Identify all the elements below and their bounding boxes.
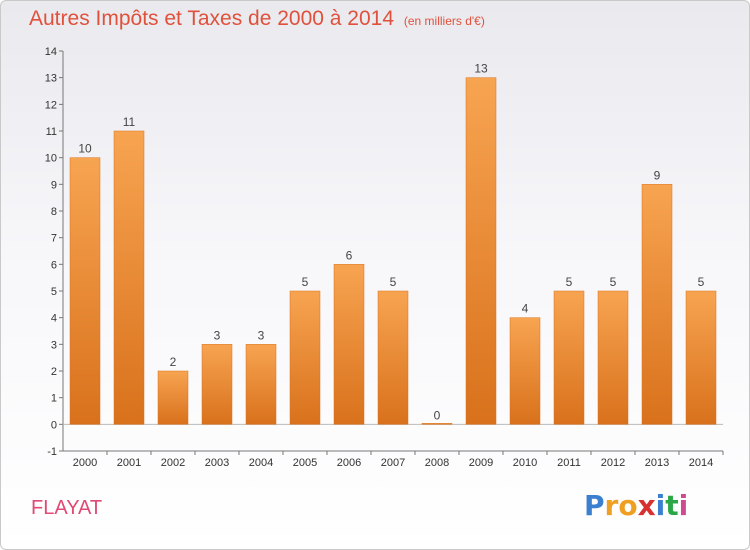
y-tick-label: 13 [45,73,57,85]
x-tick-label: 2003 [205,457,229,469]
data-label: 5 [390,275,397,289]
y-tick-label: 4 [51,313,57,325]
bar [553,290,585,425]
logo-letter: i [678,489,689,522]
y-tick-label: 0 [51,419,57,431]
y-tick-label: 5 [51,286,57,298]
y-tick-label: 1 [51,393,57,405]
x-tick-label: 2004 [249,457,273,469]
proxiti-logo: Proxiti [584,489,688,522]
x-tick-label: 2011 [557,457,581,469]
y-tick-label: 9 [51,179,57,191]
x-tick-label: 2007 [381,457,405,469]
bar [685,290,717,425]
bar [113,130,145,425]
bar [509,317,541,425]
y-tick-label: 14 [45,46,57,58]
data-label: 5 [698,275,705,289]
logo-letter: r [604,489,619,522]
logo-letter: P [584,489,605,522]
x-tick-label: 2001 [117,457,141,469]
bar [69,157,101,425]
data-label: 13 [474,62,488,76]
x-tick-label: 2002 [161,457,185,469]
x-tick-label: 2013 [645,457,669,469]
data-label: 5 [302,275,309,289]
data-label: 3 [214,328,221,342]
data-label: 5 [566,275,573,289]
x-tick-label: 2000 [73,457,97,469]
y-tick-label: 8 [51,206,57,218]
y-tick-label: 11 [46,126,57,138]
data-label: 2 [170,355,177,369]
x-tick-label: 2012 [601,457,625,469]
y-tick-label: 6 [51,259,57,271]
logo-letter: o [618,489,638,522]
logo-letter: t [665,489,679,522]
y-tick-label: -1 [47,446,57,458]
chart-data-labels: 10 11 2 3 3 5 6 5 0 13 4 5 5 9 5 [78,62,704,423]
data-label: 0 [434,408,441,422]
y-tick-label: 3 [51,339,57,351]
chart-bars [69,77,717,425]
x-tick-label: 2014 [689,457,713,469]
x-tick-label: 2005 [293,457,317,469]
chart-title-text: Autres Impôts et Taxes de 2000 à 2014 [29,7,395,30]
data-label: 6 [346,248,353,262]
y-tick-label: 2 [51,366,57,378]
x-tick-label: 2009 [469,457,493,469]
logo-letter: x [637,489,656,522]
bar [465,77,497,425]
bar [333,264,365,425]
bar [245,344,277,425]
data-label: 11 [123,115,136,129]
data-label: 4 [522,302,529,316]
data-label: 5 [610,275,617,289]
bar [421,423,453,425]
x-tick-label: 2006 [337,457,361,469]
town-name: FLAYAT [31,497,103,519]
data-label: 9 [654,168,661,182]
bar [289,290,321,425]
bar [157,370,189,425]
bar [597,290,629,425]
chart-unit: (en milliers d'€) [403,14,485,28]
bar [377,290,409,425]
y-tick-label: 7 [51,233,57,245]
x-tick-label: 2008 [425,457,449,469]
bar [641,184,673,425]
logo-letter: i [655,489,666,522]
y-tick-label: 10 [45,153,57,165]
data-label: 10 [78,142,92,156]
data-label: 3 [258,328,265,342]
bar [201,344,233,425]
y-tick-label: 12 [45,99,57,111]
chart-title: Autres Impôts et Taxes de 2000 à 2014 (e… [29,7,485,31]
x-tick-label: 2010 [513,457,537,469]
